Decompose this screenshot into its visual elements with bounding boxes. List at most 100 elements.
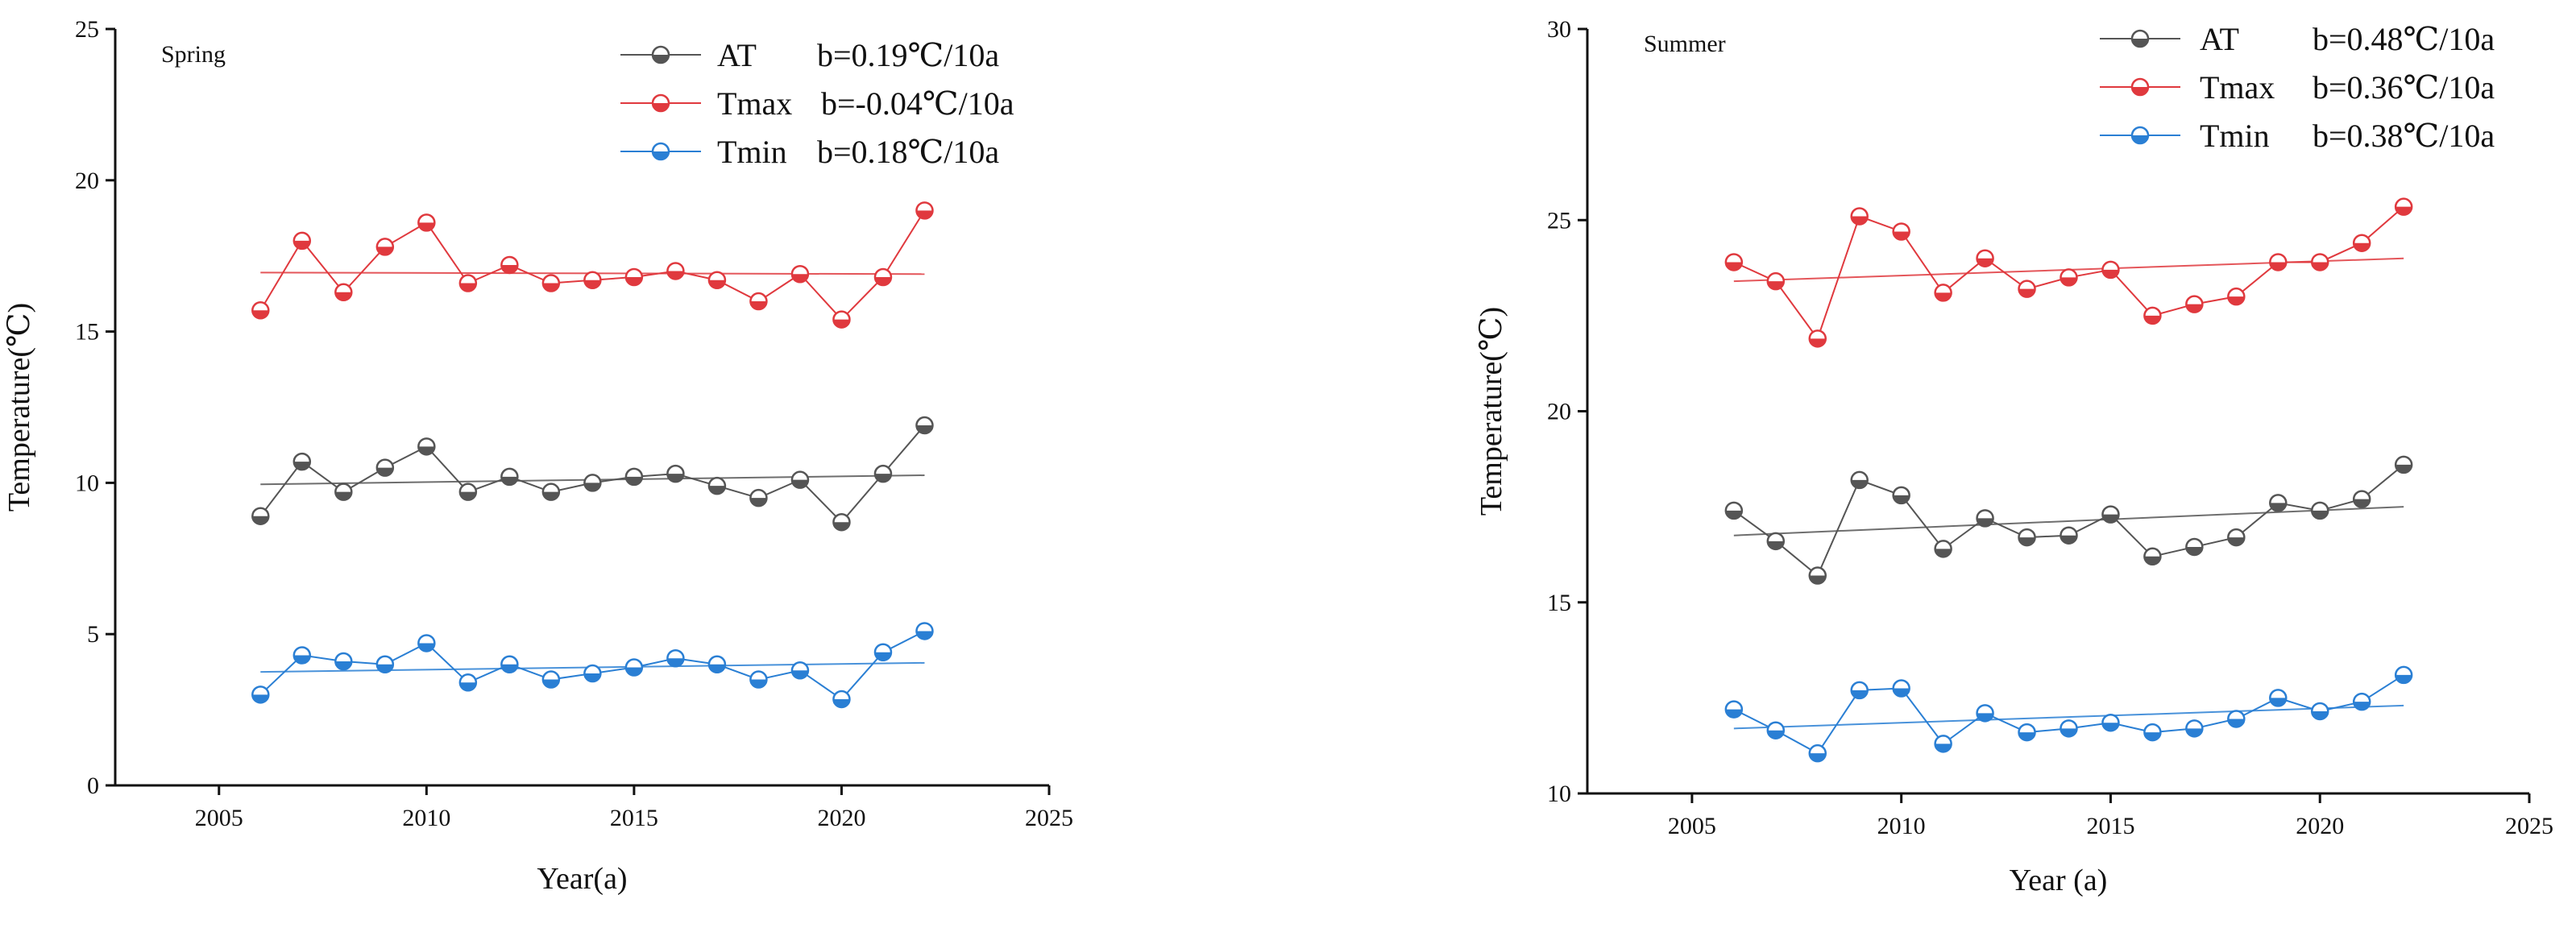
- data-point-at: [790, 470, 810, 489]
- data-point-tmax: [1892, 222, 1910, 241]
- data-point-tmax: [915, 201, 934, 220]
- marker-fill: [1977, 258, 1993, 267]
- data-point-tmax: [2394, 197, 2413, 216]
- data-point-tmin: [2394, 665, 2413, 685]
- marker-fill: [916, 425, 933, 434]
- marker-fill: [501, 264, 518, 273]
- marker-fill: [252, 516, 269, 524]
- data-point-tmin: [915, 622, 934, 640]
- marker-fill: [2228, 296, 2245, 305]
- marker-fill: [916, 210, 933, 219]
- marker-fill: [1893, 231, 1910, 240]
- marker-fill: [1725, 709, 1742, 718]
- legend-item-tmax: Tmax b=-0.04℃/10a: [620, 85, 1014, 122]
- data-point-at: [292, 452, 312, 471]
- marker-fill: [2312, 710, 2329, 719]
- data-point-tmin: [1976, 704, 1994, 723]
- data-point-at: [1934, 540, 1952, 558]
- marker-fill: [501, 476, 518, 485]
- marker-fill: [750, 301, 767, 310]
- marker-fill: [2354, 702, 2371, 710]
- data-point-tmin: [417, 634, 436, 652]
- legend-slope: b=0.19℃/10a: [817, 37, 999, 73]
- data-point-tmin: [2352, 692, 2371, 711]
- data-point-tmax: [1724, 253, 1744, 271]
- marker-fill: [2354, 499, 2371, 507]
- data-point-at: [915, 416, 934, 435]
- data-point-tmin: [375, 655, 395, 674]
- marker-fill: [335, 292, 352, 300]
- marker-fill: [833, 698, 850, 707]
- data-point-tmin: [707, 655, 727, 674]
- legend-item-at: AT b=0.48℃/10a: [2100, 21, 2495, 57]
- y-tick-label: 10: [75, 470, 99, 496]
- y-tick-label: 25: [75, 16, 99, 43]
- marker-fill: [667, 271, 684, 280]
- marker-fill: [708, 664, 725, 673]
- data-point-at: [251, 507, 270, 525]
- data-point-tmin: [790, 661, 810, 680]
- data-point-tmax: [790, 264, 810, 284]
- marker-fill: [2186, 728, 2203, 737]
- x-tick-label: 2010: [1877, 813, 1926, 839]
- data-point-tmax: [251, 301, 270, 320]
- marker-fill: [335, 491, 352, 500]
- legend-item-tmin: Tmin b=0.38℃/10a: [2100, 118, 2495, 154]
- data-point-tmin: [251, 686, 270, 704]
- marker-fill: [293, 655, 310, 664]
- legend-label: Tmax: [2200, 69, 2275, 106]
- data-point-tmin: [1892, 679, 1910, 698]
- marker-fill: [1851, 216, 1868, 225]
- marker-fill: [584, 280, 601, 288]
- marker-fill: [1851, 690, 1868, 698]
- marker-fill: [542, 679, 559, 688]
- y-tick-label: 15: [1547, 590, 1571, 616]
- data-point-tmin: [2310, 702, 2329, 721]
- data-point-tmax: [2269, 253, 2288, 271]
- marker-fill: [293, 462, 310, 470]
- data-point-tmax: [500, 255, 519, 275]
- data-point-tmax: [1850, 207, 1869, 226]
- legend-label: AT: [717, 37, 757, 73]
- legend-marker-fill: [653, 151, 669, 159]
- marker-fill: [1851, 479, 1868, 488]
- data-point-tmax: [749, 292, 768, 311]
- marker-fill: [2270, 262, 2287, 271]
- series-line-tmax: [259, 209, 926, 321]
- series-tmax: [1724, 197, 2413, 348]
- marker-fill: [1809, 575, 1826, 584]
- legend-slope: b=0.48℃/10a: [2313, 21, 2495, 57]
- marker-fill: [1893, 688, 1910, 697]
- marker-fill: [376, 664, 393, 673]
- y-tick-label: 15: [75, 319, 99, 346]
- marker-fill: [1809, 753, 1826, 762]
- marker-fill: [2228, 537, 2245, 546]
- series-tmin: [1724, 665, 2413, 763]
- data-point-tmax: [417, 213, 436, 232]
- marker-fill: [1977, 713, 1993, 722]
- data-point-at: [1808, 566, 1827, 585]
- y-tick-label: 0: [87, 773, 99, 799]
- data-point-tmax: [2018, 280, 2036, 298]
- data-point-at: [2352, 490, 2371, 508]
- data-point-tmin: [2018, 723, 2036, 742]
- marker-fill: [1767, 730, 1784, 739]
- x-tick-label: 2005: [1668, 813, 1716, 839]
- series-at: [251, 416, 934, 532]
- data-point-tmax: [666, 262, 685, 280]
- y-axis-label: Temperature(℃): [1475, 307, 1508, 516]
- marker-fill: [2144, 315, 2161, 324]
- marker-fill: [2060, 277, 2077, 286]
- marker-fill: [2102, 514, 2119, 523]
- marker-fill: [2396, 206, 2412, 215]
- marker-fill: [2228, 719, 2245, 727]
- data-point-tmin: [873, 643, 893, 661]
- data-point-at: [2310, 501, 2329, 520]
- legend-slope: b=0.38℃/10a: [2313, 118, 2495, 154]
- trend-line-at: [1733, 506, 2404, 536]
- marker-fill: [2312, 510, 2329, 519]
- marker-fill: [791, 479, 808, 488]
- data-point-tmin: [666, 648, 685, 668]
